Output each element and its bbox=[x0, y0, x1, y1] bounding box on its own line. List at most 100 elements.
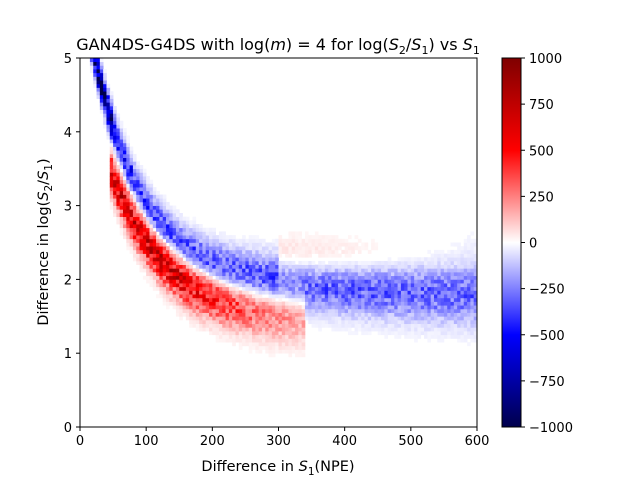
heatmap-cell bbox=[265, 268, 269, 273]
heatmap-cell bbox=[311, 235, 316, 240]
heatmap-cell bbox=[338, 297, 342, 302]
heatmap-cell bbox=[252, 334, 256, 339]
heatmap-cell bbox=[175, 246, 180, 251]
heatmap-cell bbox=[245, 323, 250, 328]
heatmap-cell bbox=[139, 224, 144, 229]
heatmap-cell bbox=[443, 283, 448, 288]
heatmap-cell bbox=[225, 272, 230, 277]
heatmap-cell bbox=[222, 316, 226, 321]
heatmap-cell bbox=[473, 331, 477, 336]
heatmap-cell bbox=[205, 257, 210, 262]
heatmap-cell bbox=[136, 179, 140, 184]
heatmap-cell bbox=[136, 220, 140, 225]
heatmap-cell bbox=[394, 286, 398, 291]
heatmap-cell bbox=[351, 286, 355, 291]
heatmap-cell bbox=[470, 260, 475, 265]
heatmap-cell bbox=[139, 257, 144, 262]
heatmap-cell bbox=[394, 272, 398, 277]
heatmap-cell bbox=[238, 323, 243, 328]
heatmap-cell bbox=[473, 260, 477, 265]
heatmap-cell bbox=[367, 268, 372, 273]
heatmap-cell bbox=[252, 331, 256, 336]
heatmap-cell bbox=[132, 205, 137, 210]
heatmap-cell bbox=[248, 323, 253, 328]
heatmap-cell bbox=[291, 294, 296, 299]
heatmap-cell bbox=[175, 286, 180, 291]
heatmap-cell bbox=[179, 253, 183, 258]
heatmap-cell bbox=[109, 117, 114, 122]
heatmap-cell bbox=[248, 334, 253, 339]
heatmap-cell bbox=[453, 260, 458, 265]
heatmap-cell bbox=[371, 242, 375, 247]
heatmap-cell bbox=[390, 283, 395, 288]
heatmap-cell bbox=[255, 294, 259, 299]
heatmap-cell bbox=[288, 238, 293, 243]
heatmap-cell bbox=[354, 268, 359, 273]
heatmap-cell bbox=[427, 338, 432, 343]
heatmap-cell bbox=[324, 286, 329, 291]
heatmap-cell bbox=[463, 319, 468, 325]
heatmap-cell bbox=[93, 83, 97, 88]
heatmap-cell bbox=[463, 294, 468, 299]
heatmap-cell bbox=[212, 319, 216, 325]
heatmap-cell bbox=[298, 331, 303, 336]
heatmap-cell bbox=[209, 235, 213, 240]
heatmap-cell bbox=[132, 161, 137, 166]
heatmap-cell bbox=[410, 334, 415, 339]
heatmap-cell bbox=[123, 231, 127, 236]
heatmap-cell bbox=[351, 275, 355, 280]
heatmap-cell bbox=[371, 238, 375, 243]
heatmap-cell bbox=[314, 249, 319, 254]
heatmap-cell bbox=[288, 294, 293, 299]
heatmap-cell bbox=[433, 286, 438, 291]
heatmap-cell bbox=[470, 283, 475, 288]
heatmap-cell bbox=[265, 249, 269, 254]
heatmap-cell bbox=[424, 331, 428, 336]
heatmap-cell bbox=[215, 286, 220, 291]
heatmap-cell bbox=[397, 294, 402, 299]
heatmap-cell bbox=[417, 275, 422, 280]
heatmap-cell bbox=[354, 283, 359, 288]
y-tick-label: 3 bbox=[64, 200, 72, 215]
heatmap-cell bbox=[156, 194, 160, 199]
heatmap-cell bbox=[182, 246, 187, 251]
heatmap-cell bbox=[212, 301, 216, 306]
heatmap-cell bbox=[209, 253, 213, 258]
heatmap-cell bbox=[149, 253, 154, 258]
heatmap-cell bbox=[265, 334, 269, 339]
heatmap-cell bbox=[116, 153, 121, 158]
heatmap-cell bbox=[175, 220, 180, 225]
heatmap-cell bbox=[357, 301, 362, 306]
heatmap-cell bbox=[109, 190, 114, 195]
heatmap-cell bbox=[440, 305, 445, 310]
heatmap-cell bbox=[470, 331, 475, 336]
heatmap-cell bbox=[175, 264, 180, 269]
heatmap-cell bbox=[354, 297, 359, 302]
heatmap-cell bbox=[268, 283, 273, 288]
heatmap-cell bbox=[331, 242, 336, 247]
heatmap-cell bbox=[139, 220, 144, 225]
heatmap-cell bbox=[341, 327, 346, 332]
heatmap-cell bbox=[139, 238, 144, 243]
heatmap-cell bbox=[166, 220, 170, 225]
heatmap-cell bbox=[132, 227, 137, 232]
heatmap-cell bbox=[394, 331, 398, 336]
heatmap-cell bbox=[318, 323, 322, 328]
heatmap-cell bbox=[182, 260, 187, 265]
heatmap-cell bbox=[344, 290, 349, 295]
heatmap-cell bbox=[162, 275, 167, 280]
heatmap-cell bbox=[129, 205, 134, 210]
heatmap-cell bbox=[407, 316, 412, 321]
heatmap-cell bbox=[255, 319, 259, 325]
heatmap-cell bbox=[420, 319, 425, 325]
heatmap-cell bbox=[156, 201, 160, 206]
heatmap-cell bbox=[258, 238, 263, 243]
heatmap-cell bbox=[437, 290, 441, 295]
heatmap-cell bbox=[288, 235, 293, 240]
heatmap-cell bbox=[304, 260, 309, 265]
heatmap-cell bbox=[271, 275, 276, 280]
heatmap-cell bbox=[390, 319, 395, 325]
heatmap-cell bbox=[205, 305, 210, 310]
heatmap-cell bbox=[255, 308, 259, 313]
heatmap-cell bbox=[344, 283, 349, 288]
